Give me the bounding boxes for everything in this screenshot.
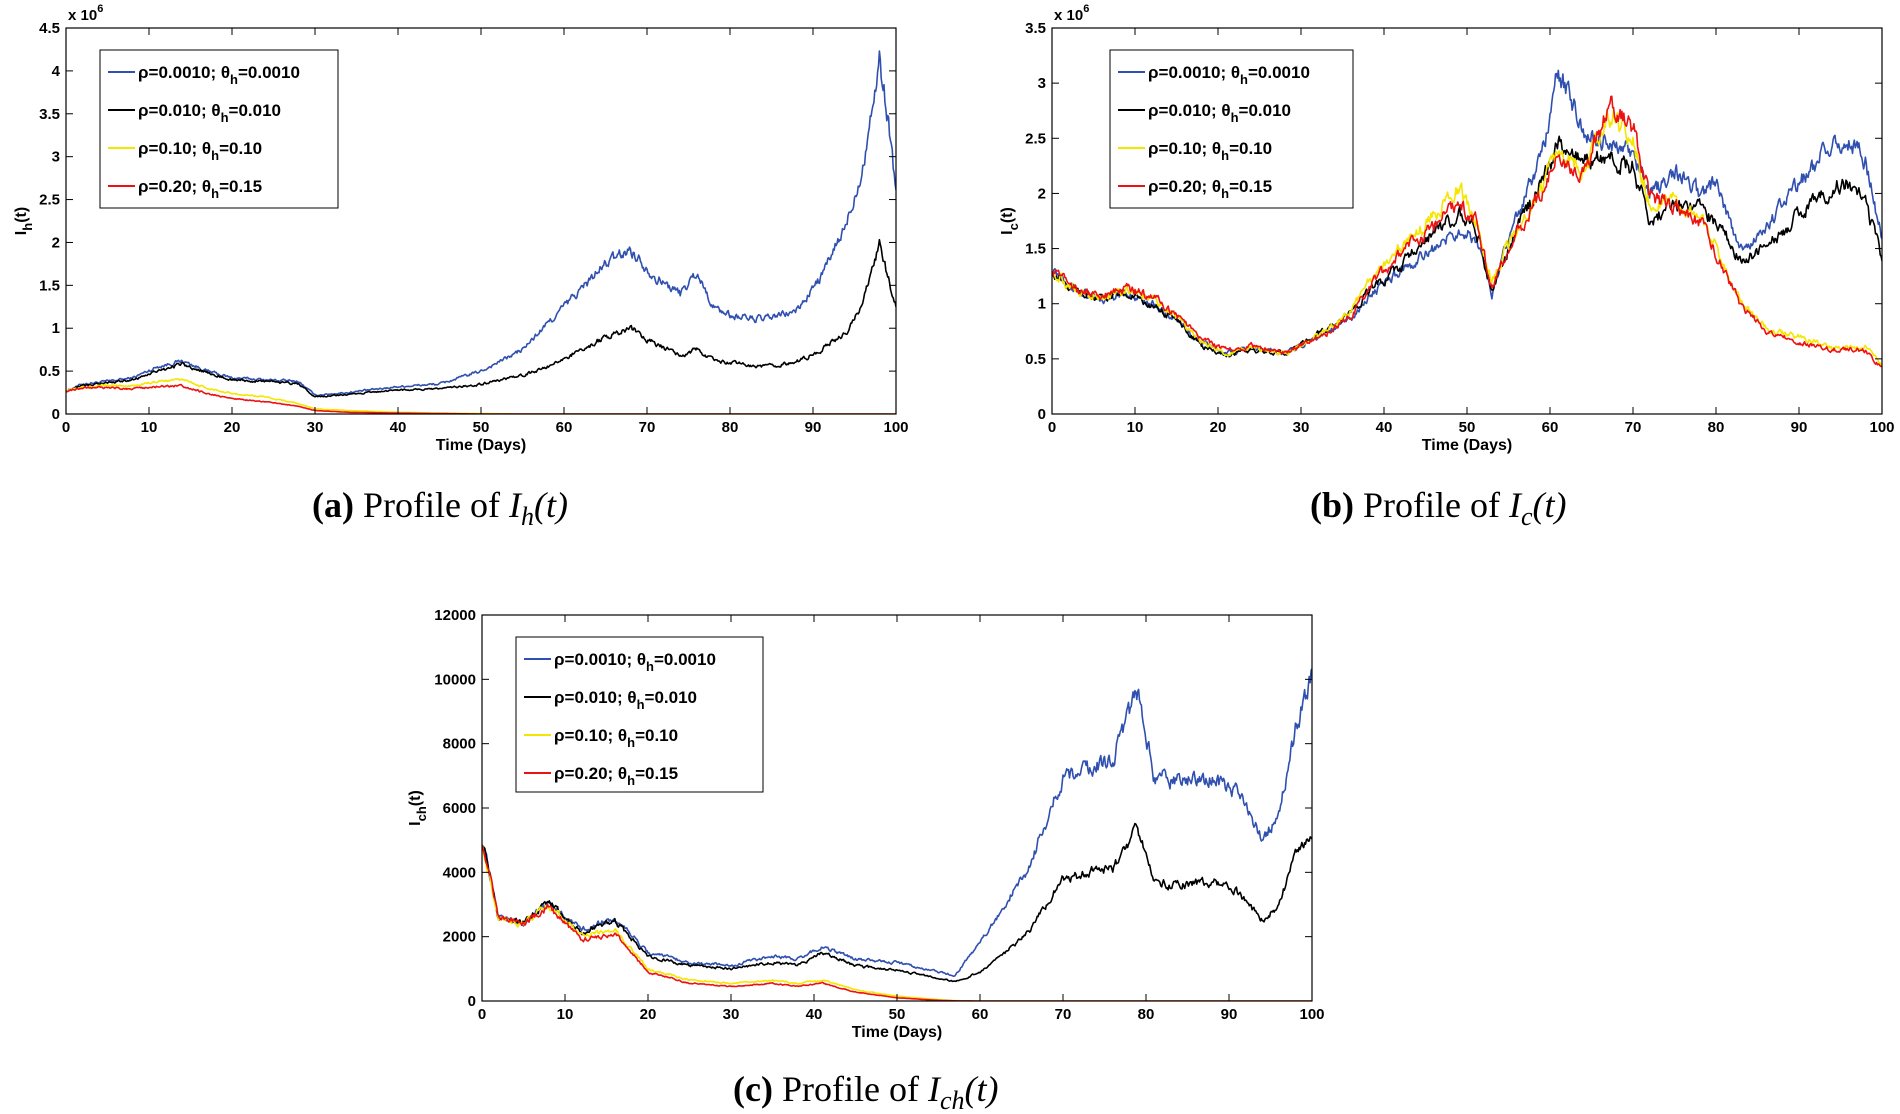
x-tick-label: 50 xyxy=(889,1006,906,1023)
legend-box xyxy=(1109,49,1354,209)
x-tick-label: 90 xyxy=(1791,419,1808,436)
legend-label-2: ρ=0.010; θh=0.010 xyxy=(138,101,281,125)
x-tick-label: 30 xyxy=(307,419,324,436)
x-tick-label: 0 xyxy=(478,1006,486,1023)
series-group xyxy=(1052,69,1882,368)
series-line-1 xyxy=(482,668,1312,977)
x-tick-label: 20 xyxy=(224,419,241,436)
x-axis-label: Time (Days) xyxy=(852,1024,942,1041)
y-tick-label: 2.5 xyxy=(1025,130,1046,147)
y-tick-label: 3 xyxy=(1038,75,1046,92)
y-tick-label: 2000 xyxy=(443,929,476,946)
y-tick-label: 10000 xyxy=(434,671,476,688)
series-line-4 xyxy=(66,383,896,414)
x-axis-label: Time (Days) xyxy=(1422,437,1512,454)
y-tick-label: 2 xyxy=(1038,185,1046,202)
x-tick-label: 100 xyxy=(883,419,908,436)
x-tick-label: 10 xyxy=(557,1006,574,1023)
x-tick-label: 20 xyxy=(640,1006,657,1023)
caption-a: (a) Profile of Ih(t) xyxy=(312,485,568,531)
y-tick-label: 2.5 xyxy=(39,192,60,209)
y-tick-label: 2 xyxy=(52,234,60,251)
y-tick-label: 3 xyxy=(52,149,60,166)
x-tick-label: 60 xyxy=(1542,419,1559,436)
y-tick-label: 3.5 xyxy=(1025,20,1046,37)
x-tick-label: 70 xyxy=(1055,1006,1072,1023)
y-tick-label: 12000 xyxy=(434,607,476,624)
x-tick-label: 50 xyxy=(1459,419,1476,436)
y-tick-label: 0 xyxy=(468,993,476,1010)
x-tick-label: 100 xyxy=(1869,419,1894,436)
legend-label-4: ρ=0.20; θh=0.15 xyxy=(554,764,678,788)
y-tick-label: 1 xyxy=(1038,296,1046,313)
y-tick-label: 4 xyxy=(52,63,61,80)
y-axis-label: Ich(t) xyxy=(407,790,429,826)
caption-c: (c) Profile of Ich(t) xyxy=(733,1069,998,1114)
x-tick-label: 20 xyxy=(1210,419,1227,436)
x-tick-label: 40 xyxy=(806,1006,823,1023)
chart-b: 0 10 20 30 40 50 60 70 80 90 100 0 0.5 1 1.5 2 2.5 3 3.5 Ti… xyxy=(999,3,1895,454)
legend: ρ=0.0010; θh=0.0010 ρ=0.010; θh=0.010 ρ=0.… xyxy=(99,49,339,209)
y-tick-label: 0.5 xyxy=(39,363,60,380)
y-exponent-label: x 106 xyxy=(68,3,103,24)
y-exponent-label: x 106 xyxy=(1054,3,1089,24)
x-tick-label: 10 xyxy=(1127,419,1144,436)
x-tick-label: 30 xyxy=(723,1006,740,1023)
series-line-1 xyxy=(1052,69,1882,356)
y-tick-label: 0 xyxy=(52,406,60,423)
x-tick-label: 70 xyxy=(639,419,656,436)
y-axis-label: Ih(t) xyxy=(13,207,35,235)
x-tick-label: 0 xyxy=(62,419,70,436)
series-line-1 xyxy=(66,50,896,397)
x-tick-label: 80 xyxy=(1708,419,1725,436)
legend-label-2: ρ=0.010; θh=0.010 xyxy=(554,688,697,712)
legend: ρ=0.0010; θh=0.0010 ρ=0.010; θh=0.010 ρ=0.… xyxy=(515,636,764,793)
y-tick-label: 6000 xyxy=(443,800,476,817)
x-tick-label: 70 xyxy=(1625,419,1642,436)
legend-box xyxy=(515,636,764,793)
chart-c: 0 10 20 30 40 50 60 70 80 90 100 0 2000 4000 6000 8000 1… xyxy=(407,607,1325,1041)
series-line-2 xyxy=(66,238,896,398)
legend-label-1: ρ=0.0010; θh=0.0010 xyxy=(554,650,716,674)
x-tick-label: 10 xyxy=(141,419,158,436)
x-tick-label: 40 xyxy=(1376,419,1393,436)
y-tick-label: 3.5 xyxy=(39,106,60,123)
y-tick-label: 1.5 xyxy=(39,277,60,294)
x-tick-label: 40 xyxy=(390,419,407,436)
y-tick-label: 1.5 xyxy=(1025,241,1046,258)
x-tick-label: 30 xyxy=(1293,419,1310,436)
chart-a: 0 10 20 30 40 50 60 70 80 90 100 0 0.5 1 1.5 2 2.5 3 3.5 4 4… xyxy=(13,3,909,454)
x-axis-label: Time (Days) xyxy=(436,437,526,454)
legend-label-4: ρ=0.20; θh=0.15 xyxy=(1148,177,1272,201)
y-tick-label: 8000 xyxy=(443,736,476,753)
y-tick-label: 0.5 xyxy=(1025,351,1046,368)
y-tick-label: 1 xyxy=(52,320,60,337)
x-tick-label: 60 xyxy=(972,1006,989,1023)
legend-label-2: ρ=0.010; θh=0.010 xyxy=(1148,101,1291,125)
series-line-2 xyxy=(482,822,1312,983)
legend-label-1: ρ=0.0010; θh=0.0010 xyxy=(1148,63,1310,87)
x-tick-label: 80 xyxy=(722,419,739,436)
y-tick-label: 4.5 xyxy=(39,20,60,37)
legend-label-4: ρ=0.20; θh=0.15 xyxy=(138,177,262,201)
legend-box xyxy=(99,49,339,209)
legend-label-3: ρ=0.10; θh=0.10 xyxy=(554,726,678,750)
legend-label-1: ρ=0.0010; θh=0.0010 xyxy=(138,63,300,87)
x-tick-label: 60 xyxy=(556,419,573,436)
x-tick-label: 90 xyxy=(1221,1006,1238,1023)
x-tick-label: 50 xyxy=(473,419,490,436)
legend-label-3: ρ=0.10; θh=0.10 xyxy=(1148,139,1272,163)
x-tick-label: 100 xyxy=(1299,1006,1324,1023)
y-axis-label: Ic(t) xyxy=(999,207,1021,235)
x-tick-label: 90 xyxy=(805,419,822,436)
y-tick-label: 0 xyxy=(1038,406,1046,423)
x-tick-label: 80 xyxy=(1138,1006,1155,1023)
x-tick-label: 0 xyxy=(1048,419,1056,436)
legend-label-3: ρ=0.10; θh=0.10 xyxy=(138,139,262,163)
legend: ρ=0.0010; θh=0.0010 ρ=0.010; θh=0.010 ρ=0.… xyxy=(1109,49,1354,209)
caption-b: (b) Profile of Ic(t) xyxy=(1310,485,1567,531)
series-line-4 xyxy=(1052,95,1882,368)
y-tick-label: 4000 xyxy=(443,864,476,881)
